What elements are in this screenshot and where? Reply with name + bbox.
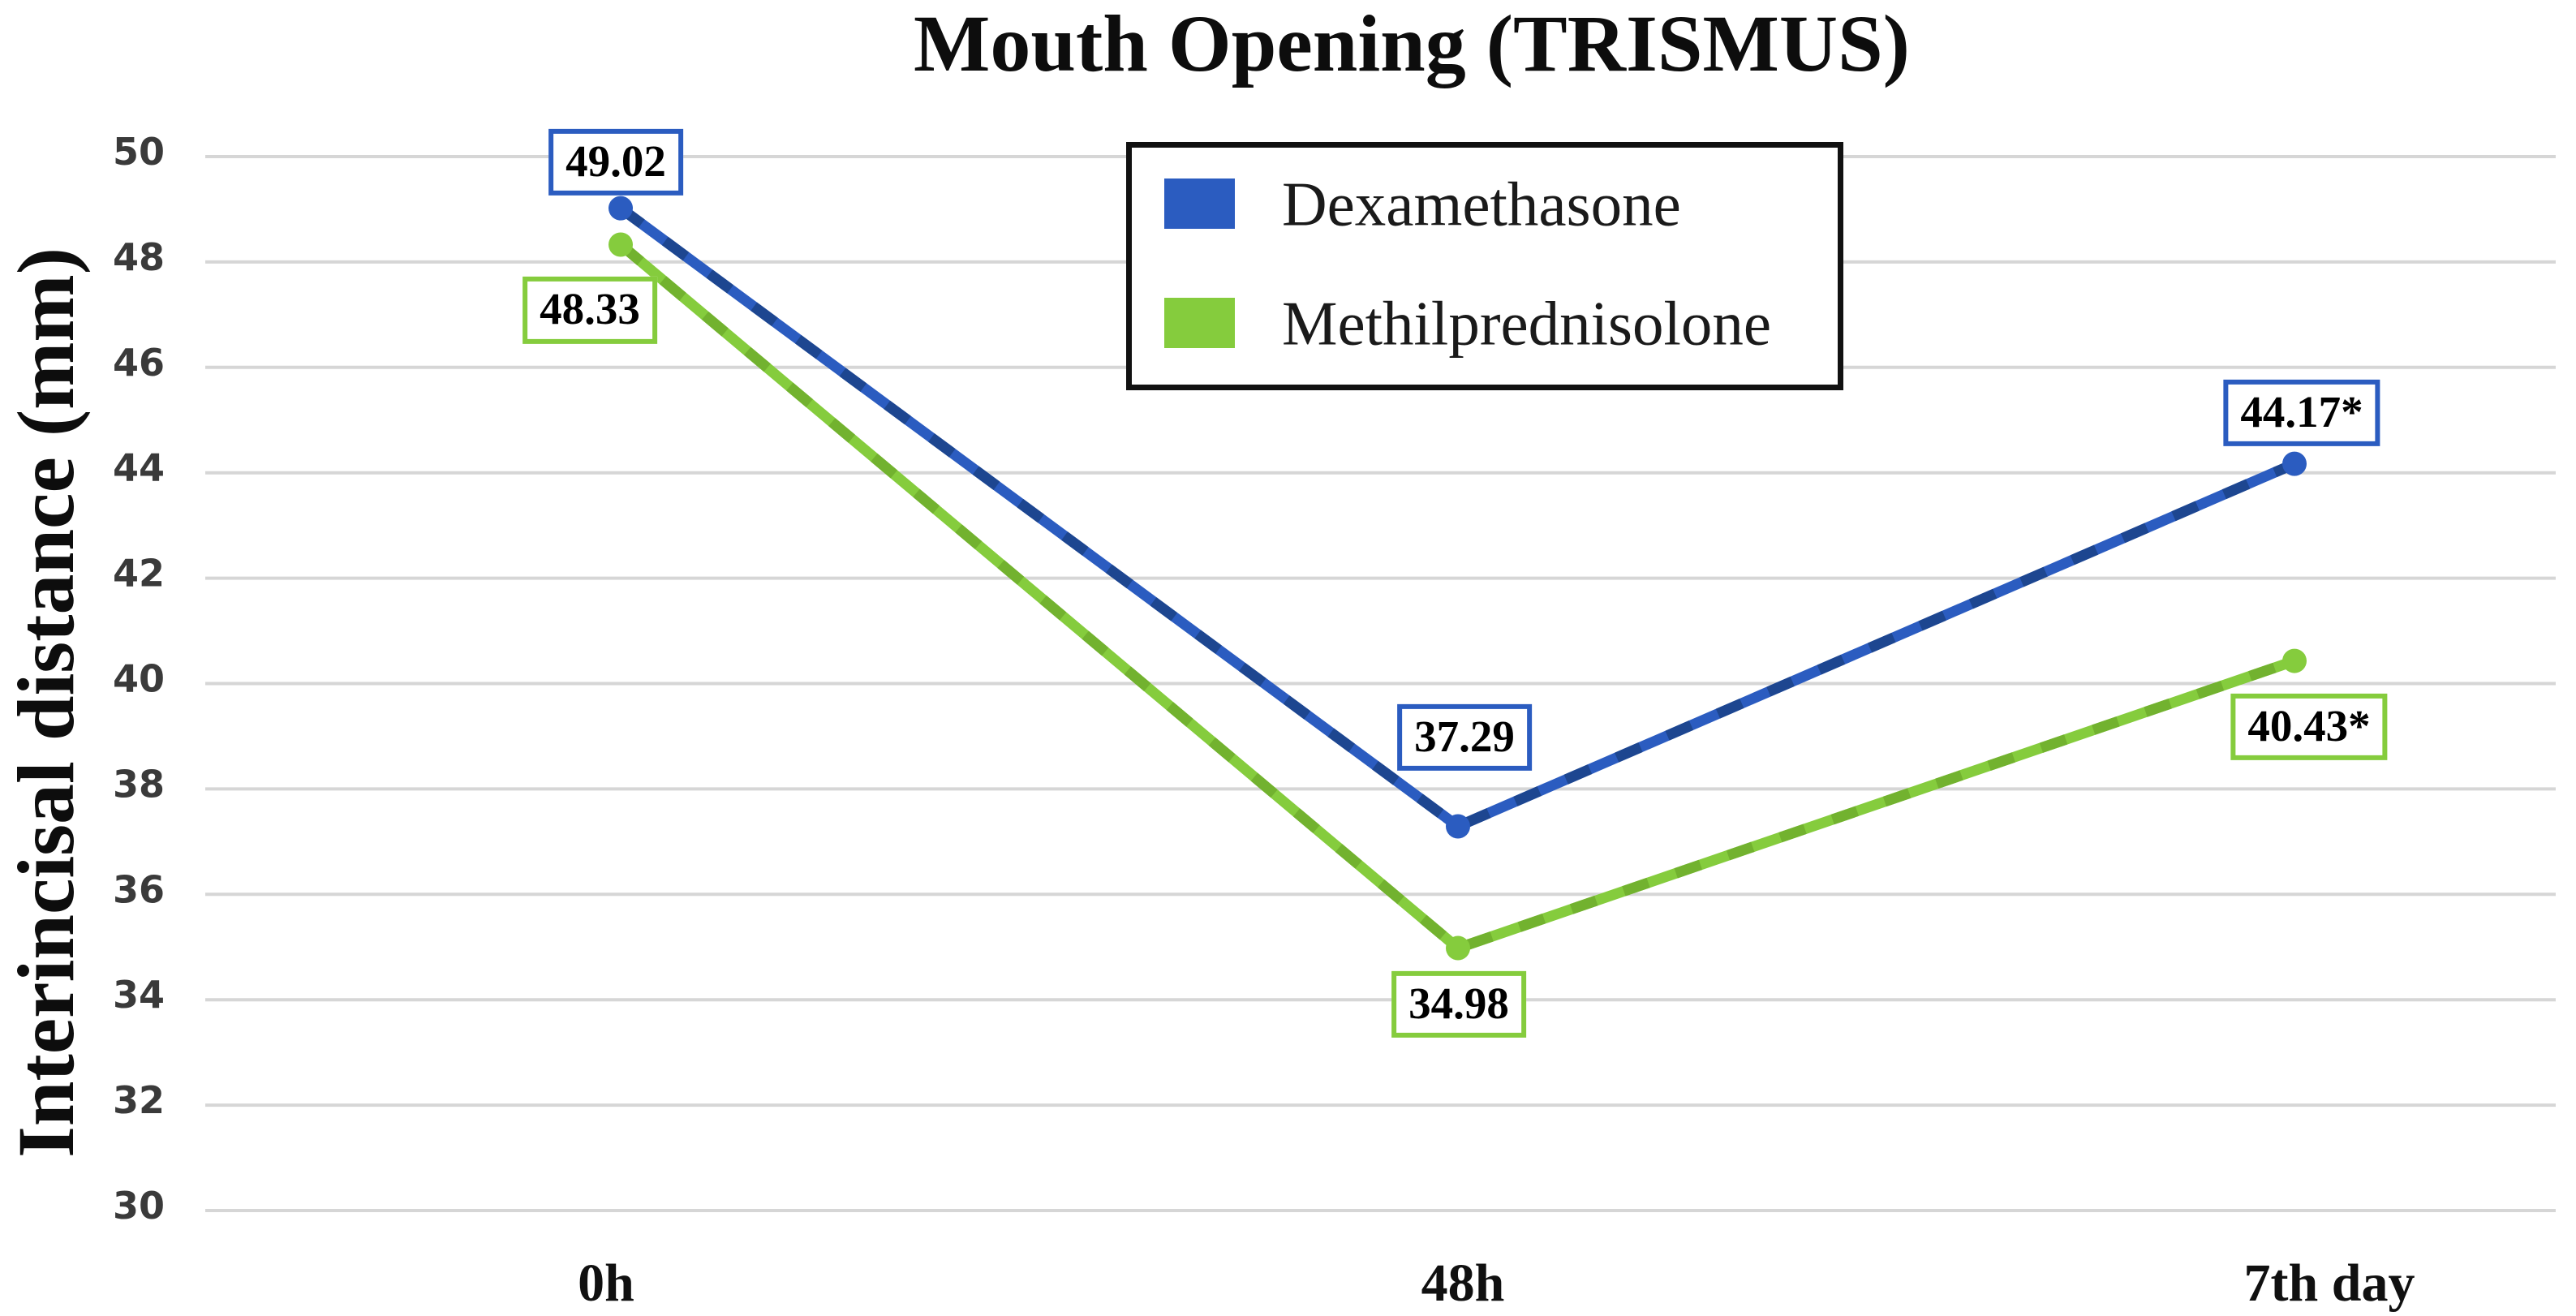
y-tick-label: 50 <box>113 130 165 174</box>
y-tick-label: 36 <box>113 867 165 911</box>
data-label-box-methilprednisolone-48h: 34.98 <box>1391 970 1526 1038</box>
data-point-methilprednisolone-0h <box>609 232 633 257</box>
legend-label-dexamethasone: Dexamethasone <box>1282 169 1681 239</box>
data-point-dexamethasone-0h <box>609 196 633 221</box>
chart-title: Mouth Opening (TRISMUS) <box>914 0 1910 88</box>
data-label-box-dexamethasone-7th day: 44.17* <box>2223 379 2380 446</box>
data-label-box-dexamethasone-48h: 37.29 <box>1397 703 1532 771</box>
y-tick-label: 30 <box>113 1184 165 1228</box>
data-label-box-methilprednisolone-7th day: 40.43* <box>2230 693 2388 760</box>
x-tick-label: 48h <box>1421 1254 1505 1313</box>
y-tick-label: 38 <box>113 762 165 806</box>
data-point-dexamethasone-48h <box>1446 814 1470 839</box>
data-label-box-dexamethasone-0h: 49.02 <box>548 128 683 196</box>
legend: Dexamethasone Methilprednisolone <box>1126 142 1843 390</box>
data-point-methilprednisolone-7th day <box>2282 648 2307 673</box>
data-label-box-methilprednisolone-0h: 48.33 <box>523 277 657 344</box>
series-line-dash-overlay <box>617 204 2297 832</box>
legend-swatch-methilprednisolone <box>1164 298 1235 348</box>
y-tick-label: 44 <box>113 446 165 490</box>
y-tick-label: 48 <box>113 235 165 279</box>
y-tick-label: 32 <box>113 1078 165 1122</box>
x-tick-label: 7th day <box>2244 1254 2415 1313</box>
legend-swatch-dexamethasone <box>1164 178 1235 229</box>
legend-label-methilprednisolone: Methilprednisolone <box>1282 288 1772 359</box>
y-tick-label: 40 <box>113 657 165 701</box>
y-tick-label: 34 <box>113 973 165 1017</box>
x-tick-label: 0h <box>578 1254 634 1313</box>
data-point-methilprednisolone-48h <box>1446 935 1470 961</box>
y-tick-label: 46 <box>113 341 165 385</box>
y-tick-label: 42 <box>113 552 165 596</box>
data-point-dexamethasone-7th day <box>2282 451 2307 476</box>
